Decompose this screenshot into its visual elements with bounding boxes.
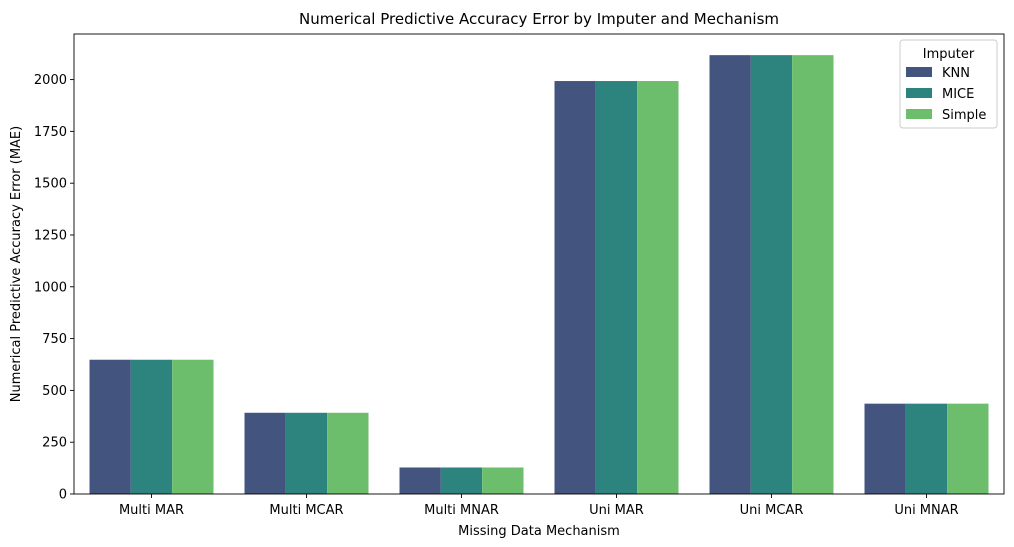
y-tick-label: 1500: [34, 177, 67, 192]
x-tick-label: Multi MAR: [119, 503, 184, 518]
bar-mice-uni-mcar: [750, 55, 793, 494]
bar-mice-multi-mar: [130, 359, 173, 494]
legend: Imputer KNN MICE Simple: [899, 39, 998, 129]
chart-title: Numerical Predictive Accuracy Error by I…: [299, 10, 779, 28]
y-tick-label: 1250: [34, 228, 67, 243]
legend-title: Imputer: [923, 47, 975, 62]
x-axis: Multi MAR Multi MCAR Multi MNAR Uni MAR Uni …: [119, 494, 959, 518]
bar-knn-uni-mcar: [709, 55, 751, 494]
plot-frame: [73, 33, 1005, 495]
x-tick-label: Uni MCAR: [740, 503, 804, 518]
x-tick-label: Multi MCAR: [269, 503, 343, 518]
x-tick-label: Multi MNAR: [424, 503, 499, 518]
bar-simple-multi-mnar: [482, 467, 524, 494]
legend-swatch-simple: [906, 109, 932, 119]
legend-swatch-knn: [906, 67, 932, 77]
legend-label-knn: KNN: [942, 66, 970, 81]
bar-knn-multi-mar: [89, 359, 131, 494]
bar-simple-uni-mnar: [947, 403, 989, 494]
y-axis-label: Numerical Predictive Accuracy Error (MAE…: [9, 126, 24, 402]
y-tick-label: 0: [59, 488, 67, 503]
plot-area: [73, 33, 1005, 495]
x-axis-label: Missing Data Mechanism: [458, 524, 620, 539]
x-tick-label: Uni MNAR: [894, 503, 958, 518]
bar-mice-multi-mnar: [440, 467, 483, 494]
bar-knn-uni-mar: [554, 81, 596, 494]
bar-simple-multi-mcar: [327, 412, 369, 494]
y-tick-label: 500: [42, 384, 67, 399]
y-axis: 0 250 500 750 1000 1250 1500 1750 2000: [34, 73, 74, 503]
bar-knn-multi-mcar: [244, 412, 286, 494]
bar-knn-multi-mnar: [399, 467, 441, 494]
legend-box: [899, 39, 998, 129]
bar-mice-multi-mcar: [285, 412, 328, 494]
legend-swatch-mice: [906, 88, 932, 98]
x-tick-label: Uni MAR: [589, 503, 644, 518]
bar-simple-uni-mar: [637, 81, 679, 494]
y-tick-label: 2000: [34, 73, 67, 88]
legend-label-mice: MICE: [942, 87, 974, 102]
y-tick-label: 1000: [34, 280, 67, 295]
bar-simple-multi-mar: [172, 359, 214, 494]
y-tick-label: 250: [42, 436, 67, 451]
y-tick-label: 750: [42, 332, 67, 347]
bar-mice-uni-mnar: [905, 403, 948, 494]
y-tick-label: 1750: [34, 125, 67, 140]
bar-mice-uni-mar: [595, 81, 638, 494]
bar-simple-uni-mcar: [792, 55, 834, 494]
legend-label-simple: Simple: [942, 108, 986, 123]
bar-knn-uni-mnar: [864, 403, 906, 494]
